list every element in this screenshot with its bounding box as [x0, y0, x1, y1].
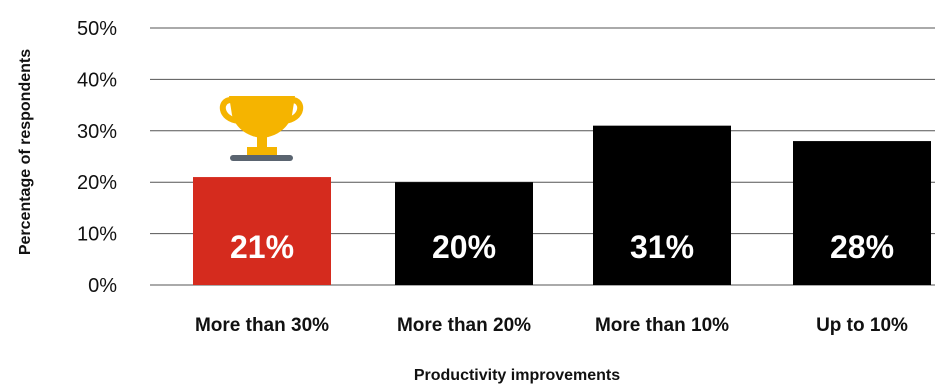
- bars: [193, 125, 931, 285]
- y-tick-label: 40%: [77, 69, 117, 91]
- trophy-icon: [219, 96, 304, 161]
- trophy-base: [230, 155, 293, 161]
- trophy-foot: [247, 147, 277, 156]
- data-labels: 21% 20% 31% 28%: [230, 229, 894, 265]
- data-label: 31%: [630, 229, 694, 265]
- bar: [593, 125, 731, 285]
- trophy-cup: [229, 96, 295, 138]
- x-category-label: More than 30%: [195, 315, 329, 336]
- x-axis-title: Productivity improvements: [414, 367, 620, 384]
- bar: [193, 177, 331, 285]
- x-category-label: More than 20%: [397, 315, 531, 336]
- y-tick-label: 10%: [77, 224, 117, 246]
- trophy-stem: [257, 137, 267, 148]
- x-category-label: Up to 10%: [816, 315, 908, 336]
- y-axis-title: Percentage of respondents: [17, 49, 34, 255]
- bar: [793, 141, 931, 285]
- bar: [395, 182, 533, 285]
- y-tick-label: 0%: [88, 275, 117, 297]
- data-label: 28%: [830, 229, 894, 265]
- y-tick-label: 30%: [77, 121, 117, 143]
- y-axis-ticks: 0% 10% 20% 30% 40% 50%: [77, 18, 117, 297]
- y-tick-label: 50%: [77, 18, 117, 40]
- x-category-label: More than 10%: [595, 315, 729, 336]
- x-axis-categories: More than 30% More than 20% More than 10% U…: [195, 315, 908, 336]
- data-label: 20%: [432, 229, 496, 265]
- data-label: 21%: [230, 229, 294, 265]
- y-tick-label: 20%: [77, 172, 117, 194]
